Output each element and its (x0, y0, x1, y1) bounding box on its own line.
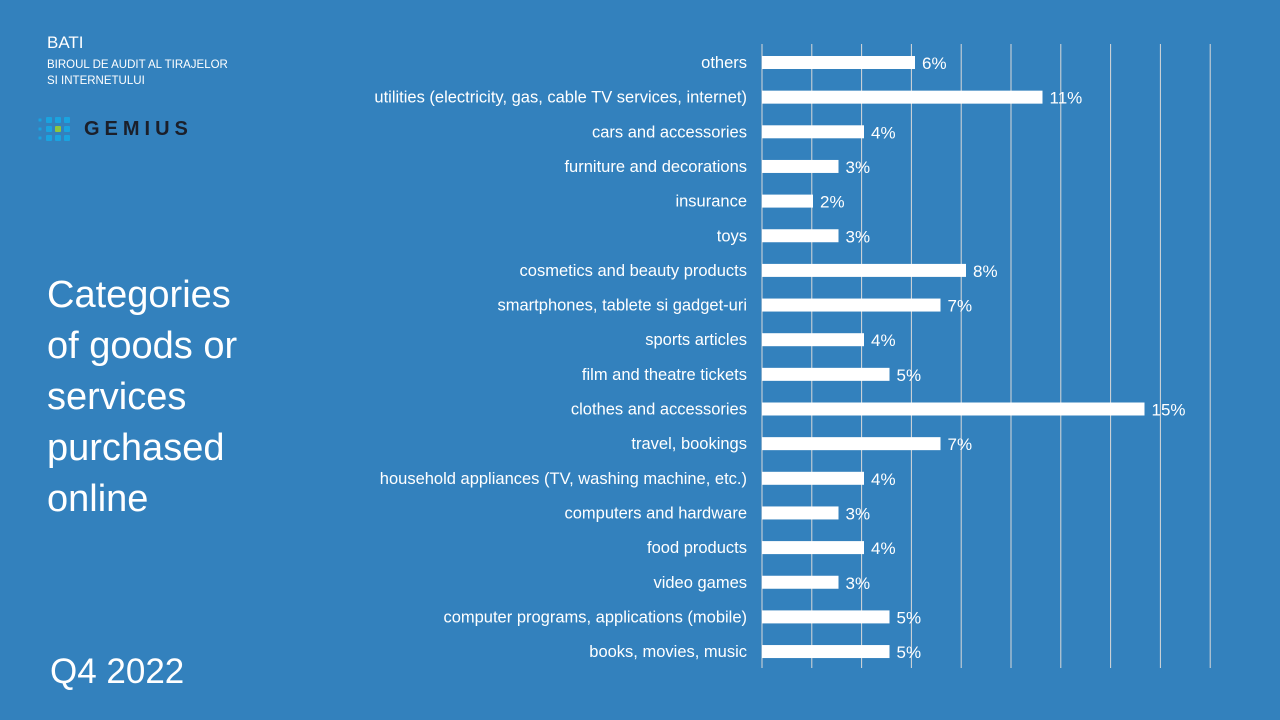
category-label: books, movies, music (589, 643, 747, 661)
data-label: 3% (846, 504, 871, 523)
data-label: 5% (897, 366, 922, 385)
bar (762, 159, 839, 173)
gemius-dots-icon (37, 117, 70, 141)
data-label: 2% (820, 193, 845, 212)
data-label: 6% (922, 54, 947, 73)
category-label: food products (647, 539, 747, 557)
org-full-name: BIROUL DE AUDIT AL TIRAJELOR SI INTERNET… (47, 57, 247, 89)
data-label: 4% (871, 470, 896, 489)
category-label: furniture and decorations (564, 158, 747, 176)
data-label: 4% (871, 123, 896, 142)
bar (762, 541, 864, 555)
category-label: sports articles (645, 331, 747, 349)
category-label: computers and hardware (564, 504, 747, 522)
category-label: travel, bookings (631, 435, 747, 453)
category-label: cosmetics and beauty products (520, 262, 747, 280)
category-label: computer programs, applications (mobile) (443, 608, 747, 626)
bar (762, 229, 839, 243)
category-label: video games (653, 574, 747, 592)
category-label: household appliances (TV, washing machin… (380, 470, 747, 488)
category-label: cars and accessories (592, 123, 747, 141)
category-label: utilities (electricity, gas, cable TV se… (374, 89, 747, 107)
category-label: clothes and accessories (571, 401, 747, 419)
bar (762, 333, 864, 347)
bar (762, 402, 1145, 416)
org-short-name: BATI (47, 33, 84, 52)
data-label: 7% (948, 435, 973, 454)
period-label: Q4 2022 (50, 652, 185, 691)
bar (762, 437, 941, 451)
bar (762, 125, 864, 139)
category-label: smartphones, tablete si gadget-uri (498, 297, 747, 315)
bar (762, 298, 941, 312)
org-name-line-2: SI INTERNETULUI (47, 75, 145, 87)
data-label: 7% (948, 297, 973, 316)
data-label: 3% (846, 158, 871, 177)
bar (762, 194, 813, 208)
category-label: others (701, 54, 747, 72)
data-label: 4% (871, 331, 896, 350)
category-label: film and theatre tickets (582, 366, 747, 384)
gemius-logo: GEMIUS (37, 117, 193, 141)
bar (762, 506, 839, 520)
bar (762, 56, 915, 69)
category-label: toys (717, 227, 747, 245)
bar (762, 367, 890, 381)
data-label: 15% (1152, 401, 1186, 420)
data-label: 3% (846, 574, 871, 593)
bar (762, 263, 966, 277)
data-label: 8% (973, 262, 998, 281)
bar (762, 90, 1043, 104)
bar (762, 471, 864, 485)
data-label: 4% (871, 539, 896, 558)
gemius-wordmark: GEMIUS (84, 117, 193, 140)
data-label: 11% (1050, 89, 1083, 108)
bar (762, 610, 890, 624)
data-label: 3% (846, 227, 871, 246)
bar (762, 575, 839, 589)
slide-title: Categories of goods or services purchase… (47, 274, 238, 520)
category-label: insurance (675, 193, 747, 211)
data-label: 5% (897, 643, 922, 662)
bar (762, 645, 890, 659)
data-label: 5% (897, 608, 922, 627)
org-name-line-1: BIROUL DE AUDIT AL TIRAJELOR (47, 59, 228, 71)
